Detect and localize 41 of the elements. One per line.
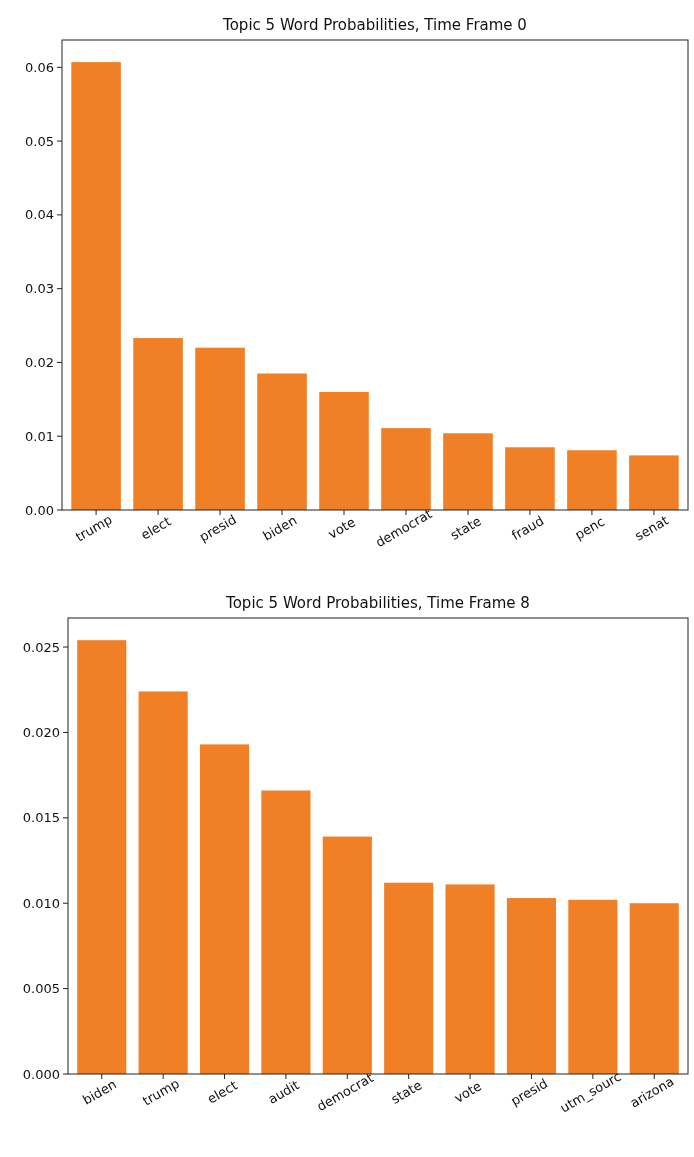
bar xyxy=(322,836,372,1074)
y-tick-label: 0.04 xyxy=(25,207,54,223)
bar xyxy=(384,882,434,1074)
bar xyxy=(567,450,617,510)
bar xyxy=(261,790,311,1074)
x-tick-label: vote xyxy=(325,514,358,542)
bar xyxy=(506,898,557,1074)
x-tick-label: elect xyxy=(138,513,174,543)
x-tick-label: state xyxy=(388,1077,425,1107)
bar xyxy=(138,691,188,1074)
y-tick-label: 0.00 xyxy=(25,502,54,518)
y-tick-label: 0.010 xyxy=(22,895,60,911)
y-tick-label: 0.02 xyxy=(25,354,54,370)
bar xyxy=(77,640,127,1074)
bar xyxy=(381,428,431,510)
y-tick-label: 0.01 xyxy=(25,428,54,444)
bar xyxy=(505,447,555,510)
bar xyxy=(445,884,495,1074)
bar xyxy=(257,373,307,510)
y-tick-label: 0.015 xyxy=(22,810,60,826)
bar xyxy=(568,899,618,1074)
bar xyxy=(199,744,250,1074)
bar xyxy=(195,347,245,510)
bar xyxy=(319,391,369,510)
y-tick-label: 0.025 xyxy=(22,639,60,655)
y-tick-label: 0.05 xyxy=(25,133,54,149)
y-tick-label: 0.03 xyxy=(25,281,54,297)
bar xyxy=(71,62,121,510)
bar xyxy=(629,455,679,510)
chart-title: Topic 5 Word Probabilities, Time Frame 8 xyxy=(225,594,530,612)
y-tick-label: 0.000 xyxy=(22,1066,60,1082)
chart-title: Topic 5 Word Probabilities, Time Frame 0 xyxy=(222,16,527,34)
y-tick-label: 0.005 xyxy=(22,981,60,997)
bar xyxy=(443,433,493,510)
x-tick-label: vote xyxy=(451,1078,485,1106)
bar xyxy=(133,338,183,510)
bar xyxy=(629,903,679,1074)
x-tick-label: state xyxy=(447,513,484,543)
y-tick-label: 0.020 xyxy=(22,724,60,740)
y-tick-label: 0.06 xyxy=(25,59,54,75)
x-tick-label: elect xyxy=(204,1077,240,1107)
